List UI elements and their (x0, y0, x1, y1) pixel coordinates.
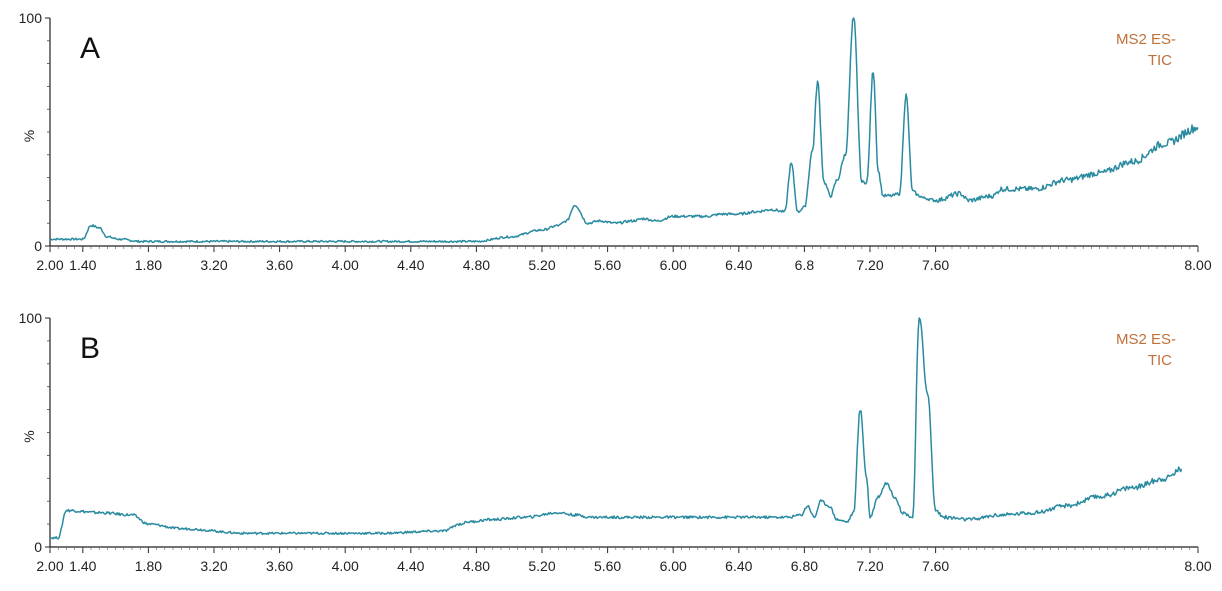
panel-b-x-tick-label: 7.20 (856, 558, 883, 574)
panel-b-x-tick-label: 7.60 (922, 558, 949, 574)
panel-b-y-tick-label: 0 (34, 539, 42, 555)
panel-b-x-tick-label: 2.00 (36, 558, 63, 574)
panel-a-x-tick-label: 6.00 (660, 257, 687, 273)
panel-b-x-tick-label: 1.40 (69, 558, 96, 574)
panel-b-x-tick-label: 4.40 (397, 558, 424, 574)
panel-b-x-tick-label: 5.20 (528, 558, 555, 574)
panel-a-x-tick-label: 6.40 (725, 257, 752, 273)
panel-b-x-tick-label: 6.40 (725, 558, 752, 574)
panel-b-x-tick-label: 1.80 (135, 558, 162, 574)
panel-b-x-tick-label: 8.00 (1184, 558, 1211, 574)
panel-a-y-tick-label: 0 (34, 238, 42, 254)
panel-a-x-tick-label: 7.60 (922, 257, 949, 273)
panel-b-x-tick-label: 6.00 (660, 558, 687, 574)
panel-a-x-tick-label: 5.60 (594, 257, 621, 273)
panel-a-x-tick-label: 8.00 (1184, 257, 1211, 273)
panel-a-y-tick-label: 100 (19, 10, 43, 26)
panel-b-x-tick-label: 3.20 (200, 558, 227, 574)
panel-a-x-tick-label: 4.80 (463, 257, 490, 273)
panel-a-y-axis-label: % (21, 130, 37, 142)
panel-a-x-tick-label: 5.20 (528, 257, 555, 273)
panel-a-x-tick-label: 6.8 (795, 257, 815, 273)
panel-b-x-tick-label: 4.80 (463, 558, 490, 574)
panel-b-annotation-line-1: MS2 ES- (1116, 331, 1176, 348)
panel-a-x-tick-label: 4.00 (332, 257, 359, 273)
panel-a-tic-trace (49, 17, 1199, 244)
panel-b-panel-letter: B (80, 332, 100, 365)
panel-b-x-tick-label: 3.60 (266, 558, 293, 574)
panel-b-x-tick-label: 5.60 (594, 558, 621, 574)
panel-a-x-tick-label: 1.80 (135, 257, 162, 273)
panel-a-annotation-line-1: MS2 ES- (1116, 31, 1176, 48)
panel-a-x-tick-label: 7.20 (856, 257, 883, 273)
panel-b-x-tick-label: 4.00 (332, 558, 359, 574)
panel-a-x-tick-label: 3.60 (266, 257, 293, 273)
panel-b-annotation-line-2: TIC (1148, 352, 1172, 369)
panel-a-x-tick-label: 3.20 (200, 257, 227, 273)
panel-a-x-tick-label: 1.40 (69, 257, 96, 273)
panel-b-y-axis-label: % (21, 430, 37, 442)
panel-a-panel-letter: A (80, 32, 100, 65)
panel-b-x-tick-label: 6.80 (791, 558, 818, 574)
panel-b-tic-trace (49, 317, 1183, 540)
panel-a-x-tick-label: 4.40 (397, 257, 424, 273)
panel-b-y-tick-label: 100 (19, 310, 43, 326)
panel-a-x-tick-label: 2.00 (36, 257, 63, 273)
panel-a-annotation-line-2: TIC (1148, 52, 1172, 69)
